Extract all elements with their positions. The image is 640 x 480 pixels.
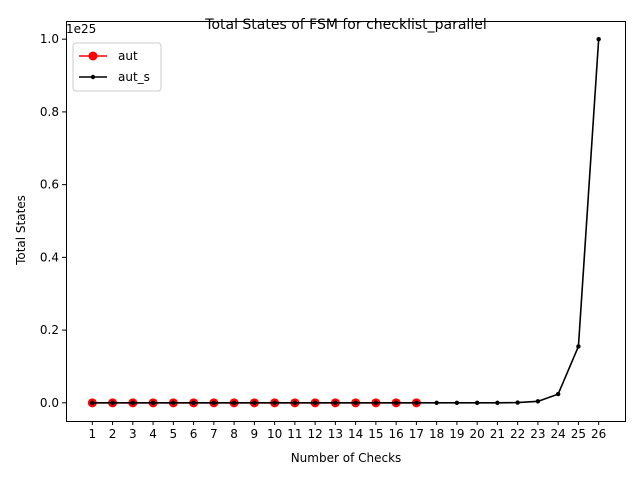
x-tick-label: 12 [307, 427, 322, 441]
x-tick-label: 16 [388, 427, 403, 441]
data-point-aut_s [535, 399, 541, 404]
data-point-aut_s [171, 400, 176, 406]
y-tick-label: 0.6 [40, 178, 59, 192]
data-point-aut_s [393, 400, 399, 406]
x-tick-label: 14 [348, 427, 363, 441]
x-tick-label: 24 [551, 427, 566, 441]
plot-frame [66, 21, 626, 422]
x-tick-label: 19 [449, 427, 464, 441]
x-tick-label: 22 [510, 427, 525, 441]
data-point-aut_s [130, 400, 136, 406]
x-axis: 1 2 3 4 5 6 7 8 9 10 11 12 13 14 15 16 17 18 19 20 21 22 23 24 2… [89, 421, 606, 441]
y-tick-label: 0.2 [40, 323, 59, 337]
x-tick-label: 18 [429, 427, 444, 441]
y-tick-label: 0.4 [40, 250, 59, 264]
x-tick-label: 11 [287, 427, 302, 441]
y-tick-label: 1.0 [40, 32, 59, 46]
data-point-aut_s [353, 400, 358, 406]
x-tick-label: 1 [89, 427, 97, 441]
x-tick-label: 25 [571, 427, 586, 441]
data-point-aut_s [434, 400, 439, 406]
x-tick-label: 4 [149, 427, 157, 441]
x-tick-label: 8 [230, 427, 238, 441]
data-point-aut_s [454, 400, 460, 406]
data-point-aut_s [373, 400, 379, 406]
data-point-aut_s [252, 400, 257, 406]
data-point-aut_s [312, 400, 318, 406]
data-point-aut_s [110, 400, 115, 406]
data-point-aut_s [211, 400, 217, 406]
data-point-aut_s [596, 36, 601, 42]
x-tick-label: 3 [129, 427, 137, 441]
x-tick-label: 9 [251, 427, 259, 441]
y-axis: 0.0 0.2 0.4 0.6 0.8 1.0 [40, 32, 66, 410]
legend: aut aut_s [72, 42, 162, 92]
chart-title: Total States of FSM for checklist_parall… [204, 17, 486, 33]
x-tick-label: 15 [368, 427, 383, 441]
legend-label-aut_s: aut_s [118, 70, 150, 84]
data-point-aut_s [90, 400, 95, 406]
x-tick-label: 17 [409, 427, 424, 441]
x-tick-label: 21 [490, 427, 505, 441]
data-point-aut_s [414, 400, 419, 406]
x-tick-label: 10 [267, 427, 282, 441]
x-tick-label: 13 [328, 427, 343, 441]
chart-marks [87, 36, 601, 408]
data-point-aut_s [292, 400, 298, 406]
y-axis-label: Total States [14, 195, 28, 266]
x-axis-label: Number of Checks [291, 451, 402, 465]
data-point-aut_s [191, 400, 196, 406]
x-tick-label: 5 [170, 427, 178, 441]
data-point-aut_s [576, 344, 581, 349]
data-point-aut_s [231, 400, 237, 406]
data-point-aut_s [515, 400, 520, 405]
y-tick-label: 0.8 [40, 105, 59, 119]
legend-marker-aut [88, 51, 98, 61]
x-tick-label: 7 [210, 427, 218, 441]
series-line-aut_s [92, 39, 600, 404]
y-tick-label: 0.0 [40, 396, 59, 410]
x-tick-label: 26 [591, 427, 606, 441]
x-tick-label: 23 [530, 427, 545, 441]
data-point-aut_s [474, 400, 480, 406]
data-point-aut_s [272, 400, 277, 406]
y-offset-label: 1e25 [66, 22, 96, 36]
x-tick-label: 6 [190, 427, 198, 441]
data-point-aut_s [333, 400, 338, 406]
legend-marker-aut_s [90, 74, 96, 80]
data-point-aut_s [555, 391, 561, 397]
legend-label-aut: aut [118, 49, 138, 63]
legend-items: aut aut_s [79, 49, 150, 84]
data-point-aut_s [495, 400, 500, 405]
x-tick-label: 2 [109, 427, 117, 441]
x-tick-label: 20 [470, 427, 485, 441]
data-point-aut_s [150, 400, 156, 406]
